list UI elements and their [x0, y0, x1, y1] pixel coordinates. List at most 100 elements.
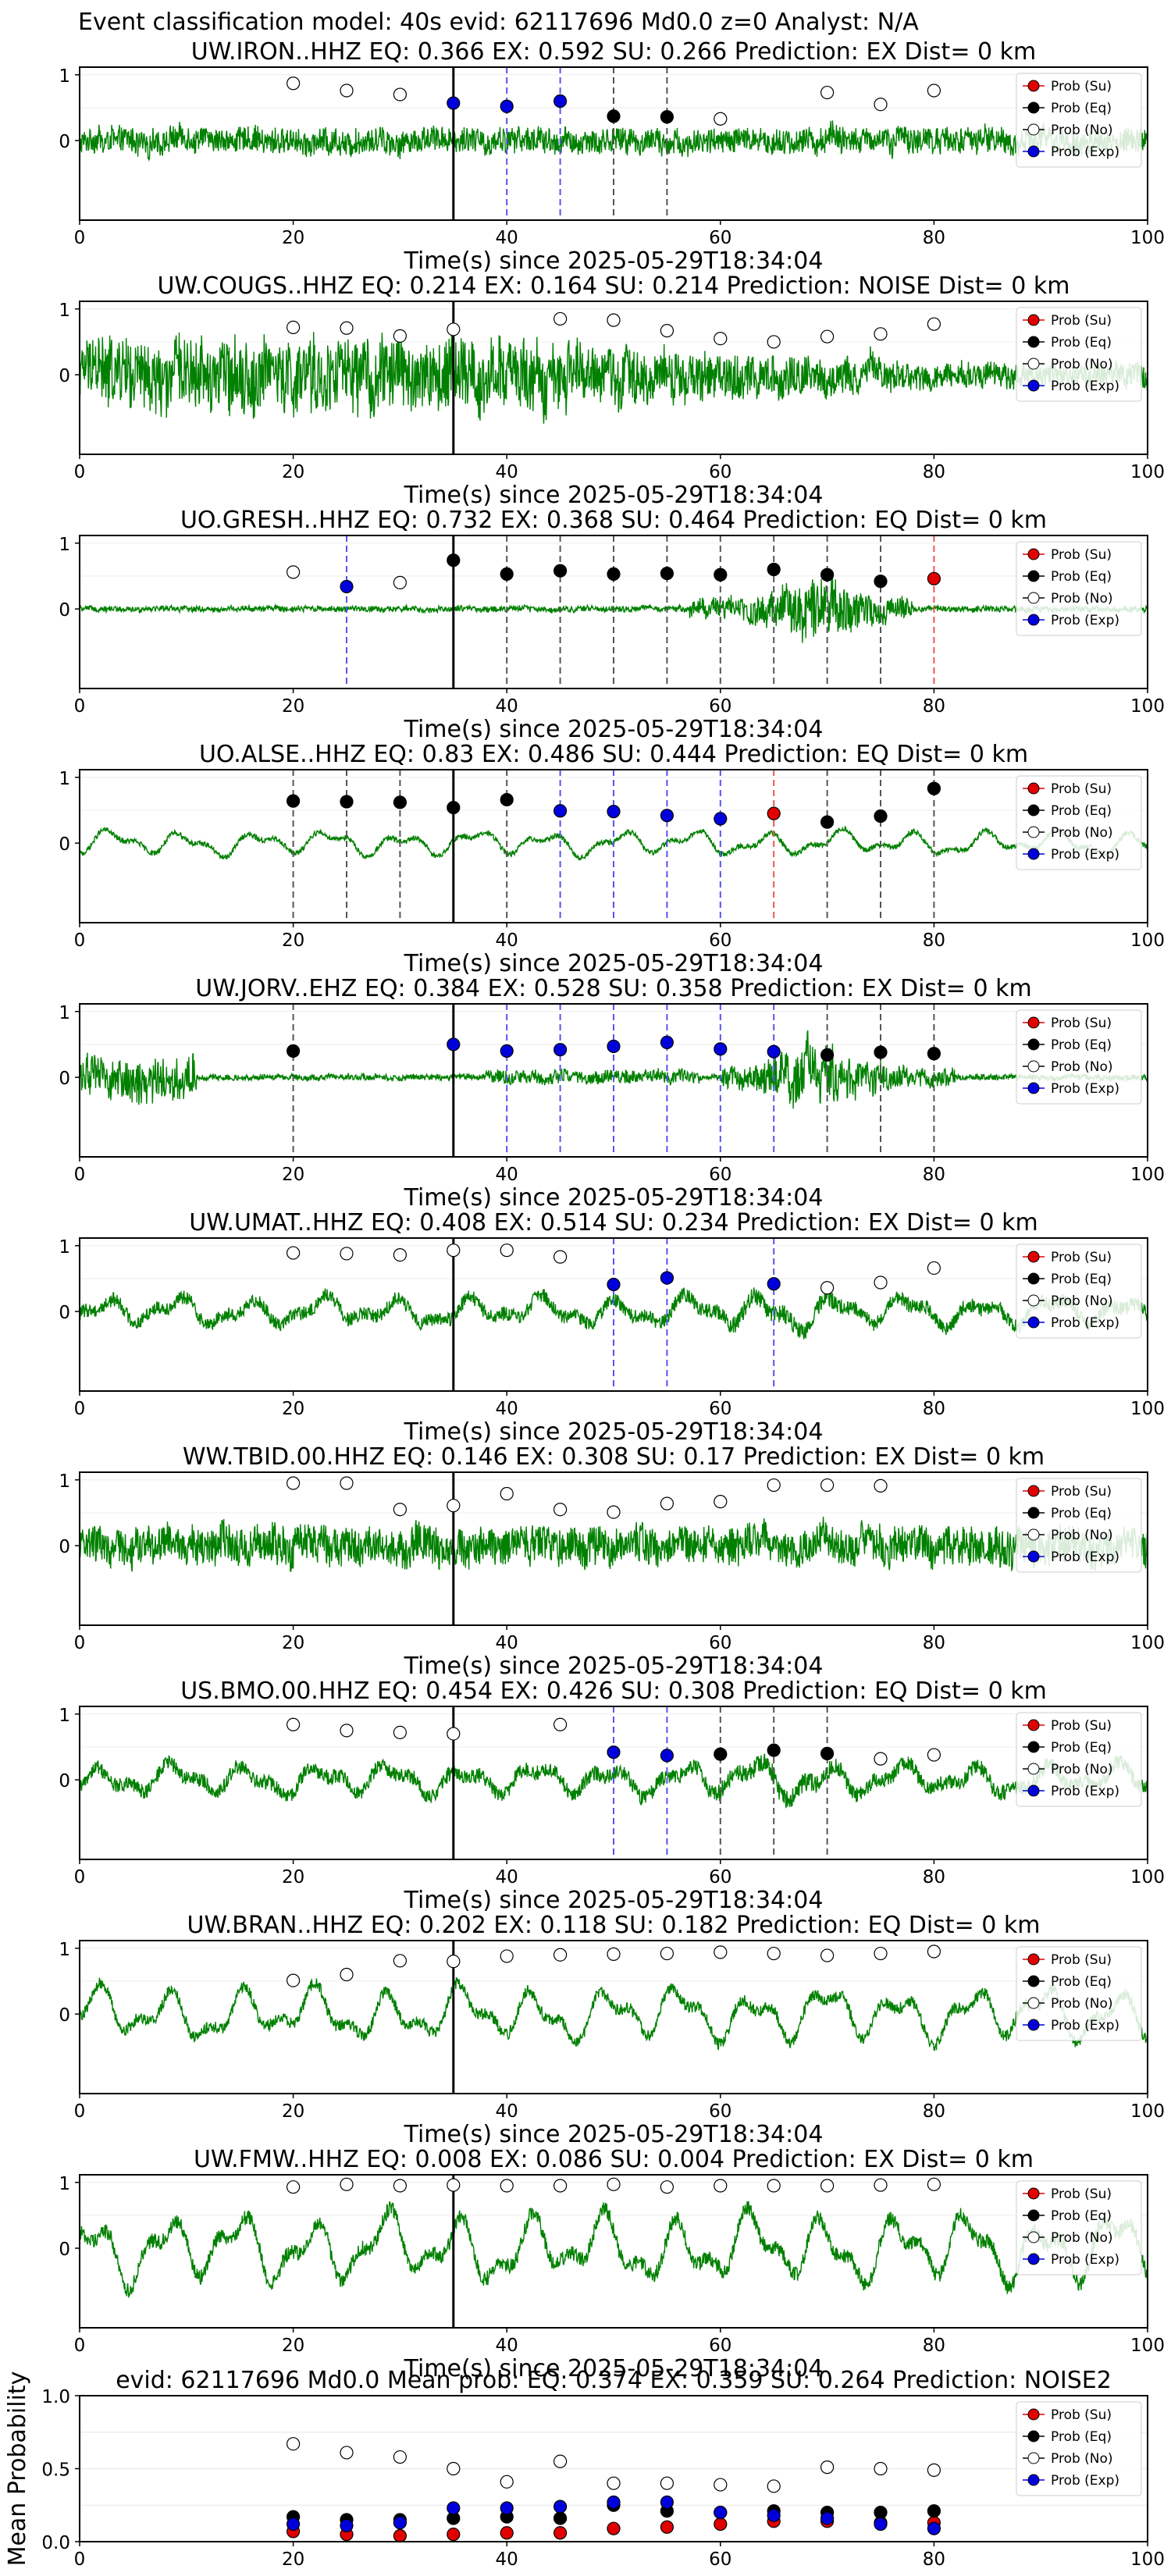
legend-marker	[1027, 2430, 1040, 2443]
prob-point	[393, 1503, 408, 1517]
prob-point	[553, 94, 568, 109]
prob-point	[767, 2179, 781, 2193]
legend-label: Prob (Eq)	[1051, 1272, 1112, 1287]
x-tick-label: 40	[496, 696, 518, 717]
legend-label: Prob (Su)	[1051, 2186, 1112, 2202]
legend: Prob (Su) Prob (Eq) Prob (No) Prob (Exp)	[1016, 2401, 1142, 2496]
legend-label: Prob (Eq)	[1051, 1974, 1112, 1990]
station-panel: UW.BRAN..HHZ EQ: 0.202 EX: 0.118 SU: 0.1…	[59, 1912, 1165, 2148]
prob-point	[287, 320, 301, 334]
prob-point	[874, 327, 888, 341]
x-tick-label: 0	[74, 2549, 86, 2570]
y-tick-label: 0	[59, 1771, 70, 1791]
x-tick-label: 80	[923, 1165, 945, 1185]
y-tick-label: 0	[59, 1069, 70, 1089]
legend-label: Prob (Exp)	[1051, 1315, 1119, 1331]
mean-prob-point	[500, 2526, 514, 2540]
prob-point	[500, 792, 514, 807]
prob-point	[767, 1044, 781, 1059]
y-tick-label: 0	[59, 366, 70, 386]
prob-point	[874, 1045, 888, 1059]
x-tick-label: 40	[496, 930, 518, 951]
prob-point	[607, 313, 621, 327]
x-tick-label: 100	[1130, 696, 1165, 717]
legend-marker	[1027, 1016, 1040, 1029]
x-tick-label: 40	[496, 1867, 518, 1888]
legend-marker	[1027, 614, 1040, 626]
prob-point	[340, 1967, 354, 1982]
legend-label: Prob (Su)	[1051, 313, 1112, 329]
prob-point	[874, 98, 888, 112]
y-tick-label: 1	[59, 1237, 70, 1258]
station-panel: UW.IRON..HHZ EQ: 0.366 EX: 0.592 SU: 0.2…	[59, 38, 1165, 275]
legend-label: Prob (Su)	[1051, 2407, 1112, 2423]
y-tick-label: 1	[59, 535, 70, 555]
prob-point	[820, 1281, 835, 1295]
prob-point	[607, 109, 621, 123]
prob-point	[393, 795, 408, 809]
prob-point	[447, 1037, 461, 1051]
legend-box	[1016, 2401, 1142, 2496]
legend-box	[1016, 1009, 1142, 1105]
prob-point	[607, 567, 621, 582]
prob-point	[393, 575, 408, 589]
legend-label: Prob (Su)	[1051, 1484, 1112, 1500]
x-tick-label: 20	[282, 228, 304, 248]
legend-marker	[1027, 145, 1040, 158]
legend-label: Prob (No)	[1051, 123, 1113, 138]
legend: Prob (Su) Prob (Eq) Prob (No) Prob (Exp)	[1016, 307, 1142, 402]
legend-label: Prob (Eq)	[1051, 101, 1112, 116]
y-tick-label: 1	[59, 1003, 70, 1023]
panel-title: US.BMO.00.HHZ EQ: 0.454 EX: 0.426 SU: 0.…	[180, 1678, 1047, 1705]
x-axis-label: Time(s) since 2025-05-29T18:34:04	[404, 2355, 824, 2382]
prob-point	[553, 804, 568, 818]
legend-marker	[1027, 782, 1040, 795]
x-tick-label: 80	[923, 1399, 945, 1419]
prob-point	[874, 809, 888, 824]
mean-prob-point	[287, 2517, 301, 2532]
x-tick-label: 100	[1130, 228, 1165, 248]
y-tick-label: 1	[59, 66, 70, 87]
x-axis-label: Time(s) since 2025-05-29T18:34:04	[404, 716, 824, 743]
prob-point	[660, 809, 674, 823]
y-tick-label: 0.5	[41, 2460, 70, 2481]
y-axis-label: Mean Probability	[4, 2371, 31, 2567]
legend-box	[1016, 775, 1142, 870]
mean-prob-point	[767, 2508, 781, 2522]
prob-point	[660, 566, 674, 581]
legend-label: Prob (No)	[1051, 1293, 1113, 1309]
mean-prob-point	[607, 2495, 621, 2510]
x-tick-label: 80	[923, 930, 945, 951]
prob-point	[607, 805, 621, 819]
prob-point	[820, 1048, 835, 1062]
legend-marker	[1027, 570, 1040, 582]
legend-box	[1016, 1712, 1142, 1807]
axes-frame	[79, 1471, 1148, 1626]
prob-point	[820, 1746, 835, 1760]
legend: Prob (Su) Prob (Eq) Prob (No) Prob (Exp)	[1016, 1009, 1142, 1105]
legend-marker	[1027, 2231, 1040, 2243]
prob-point	[767, 1478, 781, 1493]
panel-title: UO.GRESH..HHZ EQ: 0.732 EX: 0.368 SU: 0.…	[180, 507, 1047, 534]
y-tick-label: 0	[59, 2240, 70, 2260]
prob-point	[927, 1944, 941, 1959]
x-tick-label: 100	[1130, 2101, 1165, 2122]
prob-point	[767, 562, 781, 577]
prob-point	[500, 99, 514, 113]
mean-prob-point	[447, 2501, 461, 2515]
figure-suptitle: Event classification model: 40s evid: 62…	[78, 9, 919, 36]
legend-marker	[1027, 314, 1040, 326]
legend-label: Prob (Su)	[1051, 79, 1112, 94]
axes-frame	[79, 66, 1148, 221]
x-tick-label: 60	[709, 696, 731, 717]
prob-point	[500, 1044, 514, 1058]
x-tick-label: 40	[496, 2101, 518, 2122]
mean-prob-point	[447, 2461, 461, 2476]
prob-point	[393, 329, 408, 343]
prob-point	[660, 1496, 674, 1510]
legend-marker	[1027, 1316, 1040, 1329]
legend-label: Prob (Exp)	[1051, 847, 1119, 863]
mean-prob-point	[927, 2463, 941, 2477]
mean-prob-point	[714, 2517, 728, 2532]
prob-point	[820, 2179, 835, 2193]
